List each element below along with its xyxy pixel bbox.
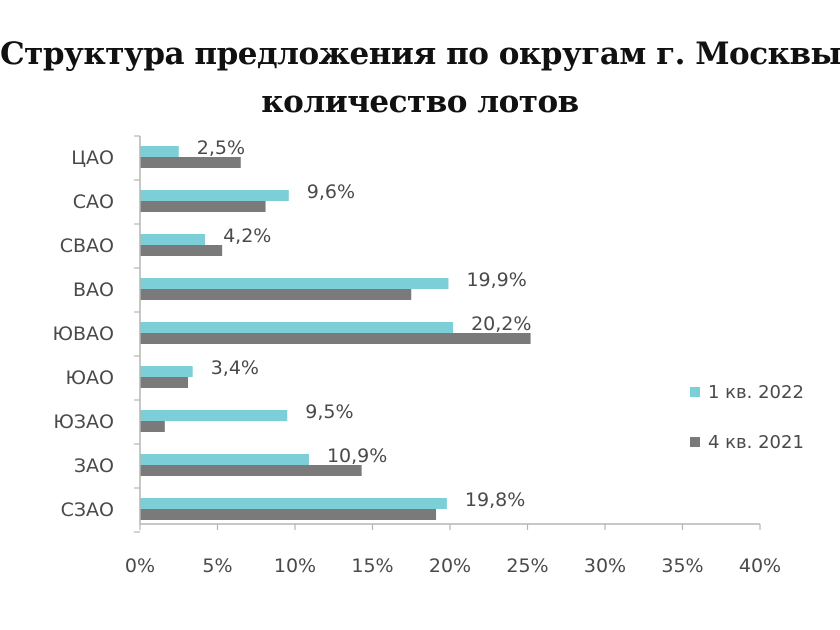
bar-series-2 — [140, 333, 531, 344]
x-tick-label: 20% — [429, 555, 471, 577]
data-label: 9,6% — [307, 181, 355, 203]
data-label: 4,2% — [223, 225, 271, 247]
bar-series-2 — [140, 509, 437, 520]
legend-swatch — [690, 387, 700, 397]
category-label: САО — [73, 191, 114, 213]
legend-label: 4 кв. 2021 — [708, 432, 804, 453]
category-label: ЮВАО — [53, 323, 115, 345]
data-label: 3,4% — [211, 357, 259, 379]
legend-label: 1 кв. 2022 — [708, 382, 804, 403]
bar-series-1 — [140, 146, 179, 157]
category-label: ВАО — [73, 279, 114, 301]
bar-series-1 — [140, 498, 447, 509]
category-label: ЮЗАО — [53, 411, 114, 433]
x-tick-label: 10% — [274, 555, 316, 577]
bar-series-2 — [140, 245, 223, 256]
bar-series-2 — [140, 289, 412, 300]
bar-series-2 — [140, 421, 165, 432]
x-tick-label: 0% — [125, 555, 155, 577]
data-label: 19,8% — [465, 489, 525, 511]
x-tick-label: 5% — [202, 555, 232, 577]
x-tick-label: 40% — [739, 555, 781, 577]
data-label: 2,5% — [197, 137, 245, 159]
bar-series-1 — [140, 234, 206, 245]
data-label: 9,5% — [305, 401, 353, 423]
bar-series-2 — [140, 465, 362, 476]
bar-series-2 — [140, 157, 241, 168]
chart-title-line-2: количество лотов — [261, 84, 579, 120]
bar-series-2 — [140, 201, 266, 212]
category-label: ЦАО — [71, 147, 114, 169]
legend-swatch — [690, 437, 700, 447]
category-label: СВАО — [60, 235, 114, 257]
x-tick-label: 15% — [351, 555, 393, 577]
x-tick-label: 30% — [584, 555, 626, 577]
bar-series-1 — [140, 278, 449, 289]
x-tick-label: 25% — [506, 555, 548, 577]
bar-series-1 — [140, 322, 454, 333]
bar-series-2 — [140, 377, 189, 388]
bar-series-1 — [140, 190, 289, 201]
chart-title-line-1: Структура предложения по округам г. Моск… — [0, 36, 840, 72]
data-label: 19,9% — [466, 269, 526, 291]
bar-series-1 — [140, 454, 309, 465]
x-tick-label: 35% — [661, 555, 703, 577]
bars-group — [140, 146, 531, 520]
labels-group: ЦАО 2,5% САО 9,6% СВАО 4,2% ВАО 19,9% ЮВАО 20,2% Ю… — [53, 137, 532, 521]
category-label: ЗАО — [74, 455, 114, 477]
category-label: ЮАО — [66, 367, 114, 389]
category-label: СЗАО — [61, 499, 114, 521]
bar-series-1 — [140, 410, 288, 421]
bar-series-1 — [140, 366, 193, 377]
data-label: 20,2% — [471, 313, 531, 335]
legend: 1 кв. 2022 4 кв. 2021 — [690, 382, 804, 453]
chart-title: Структура предложения по округам г. Моск… — [0, 30, 840, 126]
axes-group: 0% 5% 10% 15% 20% 25% 30% 35% 40% — [125, 135, 781, 577]
data-label: 10,9% — [327, 445, 387, 467]
